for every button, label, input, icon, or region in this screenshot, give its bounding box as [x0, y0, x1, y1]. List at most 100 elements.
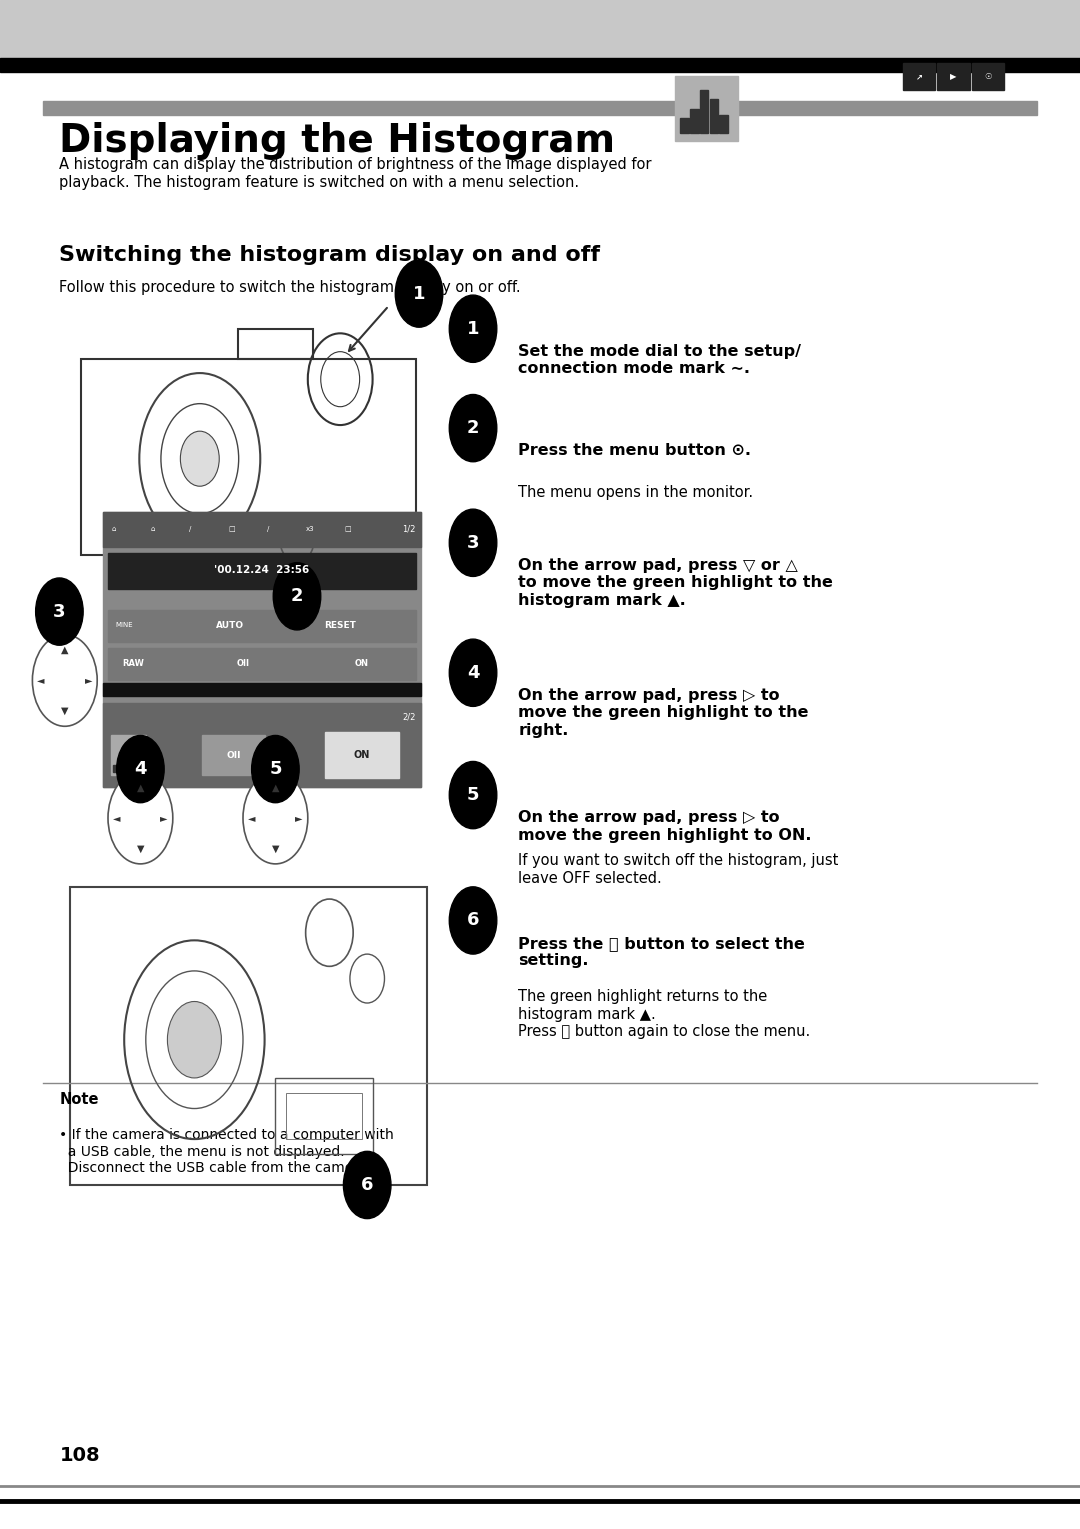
- Text: ►: ►: [161, 813, 167, 823]
- Text: 3: 3: [467, 534, 480, 552]
- Circle shape: [395, 260, 443, 327]
- Bar: [680, 118, 689, 133]
- Circle shape: [449, 887, 497, 954]
- Bar: [127, 749, 132, 772]
- Text: 5: 5: [269, 760, 282, 778]
- Bar: [108, 648, 416, 680]
- Bar: [286, 1093, 362, 1139]
- Text: 4: 4: [134, 760, 147, 778]
- Text: ▼: ▼: [62, 706, 68, 716]
- Text: ▼: ▼: [272, 844, 279, 853]
- Text: 5: 5: [467, 786, 480, 804]
- Bar: [719, 115, 728, 133]
- Circle shape: [243, 772, 308, 864]
- Bar: [119, 757, 122, 772]
- Bar: [675, 76, 738, 141]
- Text: Press the menu button ⊙.: Press the menu button ⊙.: [518, 443, 752, 459]
- Circle shape: [449, 509, 497, 576]
- Text: A histogram can display the distribution of brightness of the image displayed fo: A histogram can display the distribution…: [59, 157, 652, 190]
- Circle shape: [449, 394, 497, 462]
- Text: 2: 2: [467, 419, 480, 437]
- Bar: [903, 63, 935, 90]
- Text: Press the ⒪ button to select the
setting.: Press the ⒪ button to select the setting…: [518, 936, 806, 968]
- Text: ▶: ▶: [950, 72, 957, 81]
- Bar: [123, 745, 126, 772]
- Text: MINE: MINE: [116, 622, 133, 628]
- Bar: [108, 610, 416, 642]
- Circle shape: [449, 295, 497, 362]
- Bar: [103, 683, 421, 696]
- Text: ↗: ↗: [916, 72, 922, 81]
- Circle shape: [449, 761, 497, 829]
- Text: If you want to switch off the histogram, just
leave OFF selected.: If you want to switch off the histogram,…: [518, 853, 839, 885]
- Circle shape: [167, 1001, 221, 1078]
- Text: 1/2: 1/2: [403, 524, 416, 534]
- Bar: [108, 553, 416, 589]
- Text: On the arrow pad, press ▷ to
move the green highlight to ON.: On the arrow pad, press ▷ to move the gr…: [518, 810, 812, 842]
- Text: Set the mode dial to the setup/
connection mode mark ∼.: Set the mode dial to the setup/ connecti…: [518, 344, 801, 376]
- Text: x3: x3: [306, 526, 314, 532]
- Bar: [43, 101, 1037, 115]
- Text: 6: 6: [467, 911, 480, 930]
- Text: ON: ON: [355, 659, 368, 668]
- Text: ▲: ▲: [272, 783, 279, 792]
- Text: Note: Note: [59, 1092, 99, 1107]
- Text: /: /: [189, 526, 191, 532]
- Bar: [710, 99, 718, 133]
- Text: The menu opens in the monitor.: The menu opens in the monitor.: [518, 485, 754, 500]
- Text: □: □: [345, 526, 351, 532]
- Text: Follow this procedure to switch the histogram display on or off.: Follow this procedure to switch the hist…: [59, 280, 521, 295]
- Bar: [103, 703, 421, 787]
- Circle shape: [449, 639, 497, 706]
- Circle shape: [117, 735, 164, 803]
- Text: 2/2: 2/2: [403, 713, 416, 722]
- Text: ◄: ◄: [38, 676, 44, 685]
- Text: RESET: RESET: [324, 621, 356, 630]
- Circle shape: [273, 563, 321, 630]
- Text: ⌂: ⌂: [150, 526, 154, 532]
- Bar: [0, 58, 1080, 72]
- Bar: [972, 63, 1004, 90]
- Circle shape: [343, 1151, 391, 1219]
- Text: OII: OII: [226, 751, 241, 760]
- Bar: [275, 1078, 373, 1154]
- Bar: [202, 735, 265, 775]
- Text: ▲: ▲: [137, 783, 144, 792]
- Text: □: □: [228, 526, 234, 532]
- Circle shape: [36, 578, 83, 645]
- Text: 1: 1: [467, 320, 480, 338]
- Bar: [103, 512, 421, 547]
- Text: ⌂: ⌂: [111, 526, 116, 532]
- Bar: [133, 760, 136, 772]
- Text: ►: ►: [85, 676, 92, 685]
- Bar: [111, 735, 146, 775]
- Text: ►: ►: [296, 813, 302, 823]
- Text: On the arrow pad, press ▽ or △
to move the green highlight to the
histogram mark: On the arrow pad, press ▽ or △ to move t…: [518, 558, 834, 609]
- Text: '00.12.24  23:56: '00.12.24 23:56: [214, 566, 310, 575]
- Circle shape: [252, 735, 299, 803]
- Text: The green highlight returns to the
histogram mark ▲.
Press ⒪ button again to clo: The green highlight returns to the histo…: [518, 989, 811, 1040]
- Text: 2: 2: [291, 587, 303, 605]
- Circle shape: [180, 431, 219, 486]
- Text: 108: 108: [59, 1446, 100, 1465]
- Bar: [700, 90, 708, 133]
- Bar: [70, 887, 427, 1185]
- Circle shape: [32, 635, 97, 726]
- Text: Switching the histogram display on and off: Switching the histogram display on and o…: [59, 245, 600, 265]
- Text: RAW: RAW: [122, 659, 144, 668]
- Text: OII: OII: [237, 659, 249, 668]
- Bar: [113, 764, 117, 772]
- Text: Displaying the Histogram: Displaying the Histogram: [59, 122, 616, 161]
- Bar: [325, 732, 399, 778]
- Text: ON: ON: [353, 751, 370, 760]
- Text: ▲: ▲: [62, 645, 68, 654]
- Text: ☉: ☉: [985, 72, 991, 81]
- Text: ◄: ◄: [248, 813, 255, 823]
- Circle shape: [108, 772, 173, 864]
- Text: /: /: [267, 526, 269, 532]
- Text: 4: 4: [467, 664, 480, 682]
- Bar: [937, 63, 970, 90]
- Bar: [0, 0, 1080, 58]
- Text: 1: 1: [413, 284, 426, 303]
- Text: ◄: ◄: [113, 813, 120, 823]
